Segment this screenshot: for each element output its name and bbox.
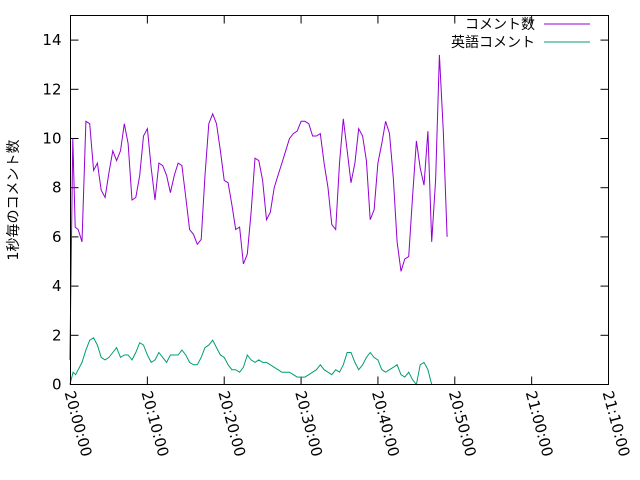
x-tick-label: 20:10:00 [137, 389, 172, 459]
y-tick-label: 10 [42, 130, 61, 148]
x-tick-label: 20:00:00 [61, 389, 96, 459]
x-tick-label: 20:40:00 [368, 389, 403, 459]
x-tick-label: 20:20:00 [214, 389, 249, 459]
x-tick-label: 21:00:00 [522, 389, 557, 459]
x-axis: 20:00:00 20:10:00 20:20:00 20:30:00 20:40:00… [61, 15, 634, 459]
x-tick-label: 21:10:00 [599, 389, 634, 459]
series-line-1 [69, 337, 433, 386]
x-tick-label: 20:30:00 [291, 389, 326, 459]
y-tick-label: 12 [42, 80, 61, 98]
series-line-0 [69, 54, 448, 360]
y-tick-label: 2 [52, 326, 62, 344]
y-tick-label: 6 [52, 228, 62, 246]
y-tick-label: 0 [52, 376, 62, 394]
series-lines [69, 54, 448, 386]
legend-label: コメント数 [465, 17, 535, 33]
y-tick-label: 14 [42, 31, 61, 49]
y-axis: 0 2 4 6 8 10 12 14 [42, 31, 609, 394]
y-tick-label: 8 [52, 179, 62, 197]
x-tick-label: 20:50:00 [445, 389, 480, 459]
plot-frame [70, 15, 609, 385]
y-tick-label: 4 [52, 277, 62, 295]
legend-label: 英語コメント [451, 34, 535, 51]
y-axis-label: 1秒毎のコメント数 [6, 140, 22, 261]
